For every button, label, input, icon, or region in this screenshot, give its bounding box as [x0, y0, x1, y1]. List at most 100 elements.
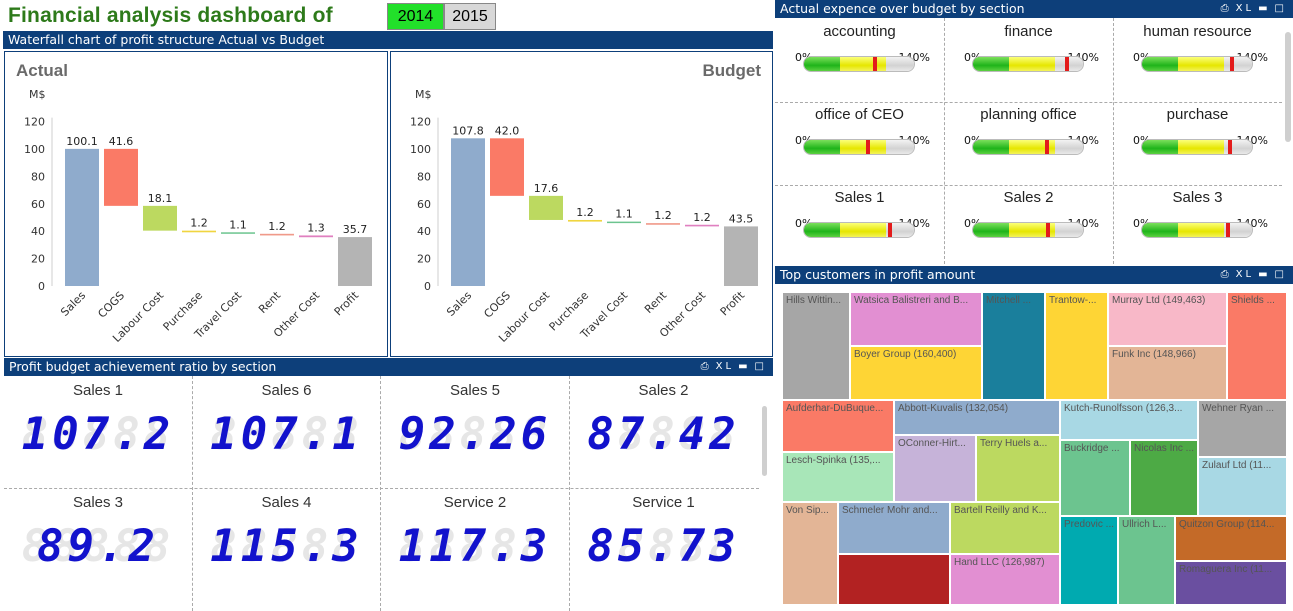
gauge-needle — [1230, 57, 1234, 71]
actual-data-label: 18.1 — [148, 192, 173, 205]
gauge-name: human resource — [1143, 23, 1252, 40]
gauge-panel-title: Actual expence over budget by section — [780, 1, 1025, 16]
treemap-customer-tile[interactable]: Watsica Balistreri and B... — [850, 292, 982, 346]
gauge-accounting: accounting 0% 140% — [775, 18, 944, 101]
gauge-bar — [803, 139, 915, 155]
gauge-yellow-zone — [1009, 57, 1056, 71]
actual-data-label: 1.2 — [190, 217, 208, 230]
actual-category-label: COGS — [95, 289, 127, 321]
gauge-bar — [972, 56, 1084, 72]
xl-export-icon[interactable]: XL — [1235, 3, 1255, 14]
actual-chart-box: Actual M$ 0 20 40 60 80 100 120 100.1 Sales 41.6 CO… — [4, 51, 388, 357]
gauge-needle — [887, 223, 892, 237]
xl-export-icon[interactable]: XL — [715, 361, 735, 372]
print-icon[interactable]: ⎙ — [1220, 269, 1232, 280]
treemap-customer-tile[interactable] — [838, 554, 950, 605]
treemap-customer-tile[interactable]: Bartell Reilly and K... — [950, 502, 1060, 554]
treemap-customer-tile[interactable]: Romaguera Inc (11... — [1175, 561, 1287, 605]
treemap-customer-tile[interactable]: Aufderhar-DuBuque... — [782, 400, 894, 452]
budget-data-label: 17.6 — [534, 182, 559, 195]
gauge-green-zone — [973, 223, 1010, 237]
minimize-icon[interactable]: ▬ — [1258, 3, 1271, 14]
gauge-grey-zone — [886, 140, 914, 154]
print-icon[interactable]: ⎙ — [1220, 3, 1232, 14]
budget-category-label: COGS — [481, 289, 513, 321]
treemap-customer-tile[interactable]: Ullrich L... — [1118, 516, 1175, 605]
treemap-customer-tile[interactable]: Kutch-Runolfsson (126,3... — [1060, 400, 1198, 440]
xl-export-icon[interactable]: XL — [1235, 269, 1255, 280]
treemap-panel-body: Hills Wittin... Watsica Balistreri and B.… — [775, 284, 1293, 611]
year-2014-button[interactable]: 2014 — [387, 3, 444, 30]
treemap-customer-tile[interactable]: Von Sip... — [782, 502, 838, 605]
actual-data-label: 100.1 — [66, 135, 98, 148]
treemap-customer-tile[interactable]: Boyer Group (160,400) — [850, 346, 982, 400]
minimize-icon[interactable]: ▬ — [738, 361, 751, 372]
maximize-icon[interactable]: □ — [1274, 3, 1287, 14]
gauge-scrollbar[interactable] — [1285, 32, 1291, 142]
ratio-tile-service-2: Service 2 88888 117.3 — [381, 488, 569, 598]
budget-category-label: Sales — [444, 289, 474, 319]
minimize-icon[interactable]: ▬ — [1258, 269, 1271, 280]
waterfall-panel-header: Waterfall chart of profit structure Actu… — [3, 31, 773, 49]
actual-ytick: 120 — [24, 116, 45, 129]
ratio-value: 87.42 — [587, 409, 740, 460]
budget-data-label: 42.0 — [495, 124, 520, 137]
actual-data-label: 1.2 — [268, 220, 286, 233]
ratio-panel-header: Profit budget achievement ratio by secti… — [4, 358, 773, 376]
gauge-divider-v1 — [944, 18, 945, 264]
budget-bar — [568, 219, 602, 222]
actual-ytick: 100 — [24, 143, 45, 156]
gauge-needle — [1044, 140, 1049, 154]
budget-bar — [490, 138, 524, 196]
gauge-needle — [1227, 140, 1232, 154]
ratio-section-name: Service 2 — [443, 494, 507, 511]
treemap-customer-tile[interactable]: Hills Wittin... — [782, 292, 850, 400]
actual-ytick: 0 — [38, 280, 45, 293]
actual-data-label: 41.6 — [109, 135, 134, 148]
treemap-customer-tile[interactable]: Trantow-... — [1045, 292, 1108, 400]
gauge-name: Sales 2 — [1003, 189, 1054, 206]
gauge-bar — [803, 222, 915, 238]
gauge-green-zone — [804, 223, 841, 237]
treemap-customer-tile[interactable]: OConner-Hirt... — [894, 435, 976, 502]
maximize-icon[interactable]: □ — [1274, 269, 1287, 280]
budget-ytick: 100 — [410, 143, 431, 156]
year-2015-button[interactable]: 2015 — [444, 3, 496, 30]
ratio-value: 107.2 — [21, 409, 175, 460]
gauge-grey-zone — [1055, 223, 1083, 237]
treemap-customer-tile[interactable]: Quitzon Group (114... — [1175, 516, 1287, 561]
actual-waterfall-chart: M$020406080100120100.1Sales41.6COGS18.1L… — [24, 88, 372, 345]
actual-ytick: 60 — [31, 198, 45, 211]
print-icon[interactable]: ⎙ — [700, 361, 712, 372]
treemap-customer-tile[interactable]: Nicolas Inc ... — [1130, 440, 1198, 516]
gauge-name: Sales 1 — [834, 189, 885, 206]
budget-ytick: 60 — [417, 198, 431, 211]
actual-bar — [338, 237, 372, 286]
treemap-customer-tile[interactable]: Abbott-Kuvalis (132,054) — [894, 400, 1060, 435]
ratio-scrollbar[interactable] — [762, 406, 767, 476]
treemap-customer-tile[interactable]: Terry Huels a... — [976, 435, 1060, 502]
treemap-customer-tile[interactable]: Predovic ... — [1060, 516, 1118, 605]
treemap-customer-tile[interactable]: Wehner Ryan ... — [1198, 400, 1287, 457]
treemap-customer-tile[interactable]: Mitchell ... — [982, 292, 1045, 400]
ratio-tile-service-1: Service 1 88888 85.73 — [570, 488, 758, 598]
gauge-bar — [803, 56, 915, 72]
treemap-customer-tile[interactable]: Zulauf Ltd (11... — [1198, 457, 1287, 516]
treemap-customer-tile[interactable]: Murray Ltd (149,463) — [1108, 292, 1227, 346]
maximize-icon[interactable]: □ — [754, 361, 767, 372]
gauge-green-zone — [1142, 57, 1179, 71]
ratio-panel-title: Profit budget achievement ratio by secti… — [9, 359, 277, 374]
treemap-customer-tile[interactable]: Hand LLC (126,987) — [950, 554, 1060, 605]
treemap-customer-tile[interactable]: Schmeler Mohr and... — [838, 502, 950, 554]
ratio-value: 117.3 — [398, 521, 552, 572]
gauge-yellow-zone — [1178, 140, 1225, 154]
gauge-panel-header: Actual expence over budget by section ⎙ X… — [775, 0, 1293, 18]
treemap-customer-tile[interactable]: Shields ... — [1227, 292, 1287, 400]
gauge-bar — [972, 222, 1084, 238]
gauge-name: finance — [1004, 23, 1053, 40]
treemap-customer-tile[interactable]: Funk Inc (148,966) — [1108, 346, 1227, 400]
budget-chart-title: Budget — [702, 61, 761, 80]
treemap-customer-tile[interactable]: Lesch-Spinka (135,... — [782, 452, 894, 502]
actual-data-label: 35.7 — [343, 223, 368, 236]
treemap-customer-tile[interactable]: Buckridge ... — [1060, 440, 1130, 516]
